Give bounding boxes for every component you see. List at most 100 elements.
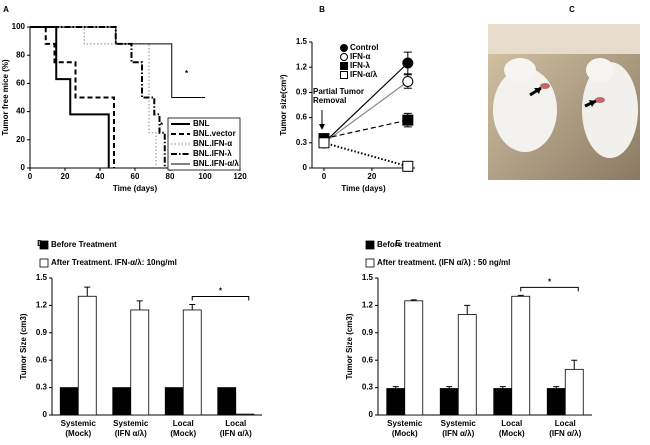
y-tick-label: 60	[16, 79, 25, 88]
significance-bracket	[520, 286, 579, 292]
y-tick-label: 1.5	[362, 273, 374, 282]
y-tick-label: 0.9	[362, 328, 374, 337]
error-bar	[84, 286, 91, 297]
bar	[564, 368, 584, 416]
error-bar	[392, 386, 399, 389]
bar	[77, 295, 97, 416]
bar	[511, 295, 531, 416]
bar	[457, 314, 477, 416]
significance: *	[160, 121, 164, 130]
survival-line	[30, 26, 166, 168]
y-tick-label: 0.3	[362, 383, 374, 392]
y-tick-label: 0	[43, 410, 48, 419]
y-tick-label: 0.3	[36, 383, 48, 392]
bar	[404, 300, 424, 416]
y-tick-label: 0	[21, 163, 26, 172]
legend-box	[167, 117, 241, 171]
panel-label: A	[3, 5, 9, 14]
legend-label: After treatment. (IFN α/λ) : 50 ng/ml	[377, 258, 510, 267]
error-bar	[464, 304, 471, 315]
legend-label: BNL.IFN-α/λ	[193, 159, 239, 168]
x-tick-label: 0	[322, 172, 327, 181]
y-tick-label: 1.2	[36, 301, 48, 310]
survival-line	[30, 26, 205, 98]
legend-label: After Treatment. IFN-α/λ: 10ng/ml	[51, 258, 177, 267]
y-tick-label: 0.9	[36, 328, 48, 337]
y-tick-label: 0.6	[36, 355, 48, 364]
legend-swatch	[365, 258, 375, 268]
x-tick-label: 100	[198, 172, 212, 181]
significance-bracket	[191, 295, 250, 301]
panel-label: B	[319, 5, 325, 14]
marker	[402, 114, 414, 126]
legend-marker	[340, 53, 348, 61]
y-tick-label: 1.2	[362, 301, 374, 310]
error-bar	[553, 386, 560, 389]
marker	[402, 75, 414, 87]
y-tick-label: 100	[12, 22, 26, 31]
marker	[318, 137, 330, 149]
legend-label: IFN-λ	[350, 61, 371, 70]
x-tick-label: Systemic (IFN α/λ)	[441, 419, 477, 438]
x-tick-label: Local (Mock)	[170, 419, 196, 438]
x-tick-label: Local (Mock)	[499, 419, 525, 438]
bar	[182, 309, 202, 416]
legend-marker	[340, 44, 348, 52]
legend-label: Before treatment	[377, 240, 441, 249]
x-axis-title: Time (days)	[113, 184, 158, 193]
x-tick-label: 40	[96, 172, 105, 181]
panel-label: C	[569, 5, 575, 14]
legend-swatch	[39, 240, 49, 250]
y-tick-label: 0	[303, 163, 308, 172]
legend-label: IFN-α/λ	[350, 70, 378, 79]
significance: *	[185, 69, 189, 78]
series-line	[323, 62, 409, 144]
y-tick-label: 80	[16, 50, 25, 59]
series-line	[323, 80, 409, 144]
y-tick-label: 0.9	[296, 88, 308, 97]
marker	[402, 57, 414, 69]
survival-line	[30, 26, 115, 168]
legend-swatch	[39, 258, 49, 268]
error-bar	[410, 299, 417, 301]
y-tick-label: 0.6	[296, 113, 308, 122]
y-axis-title: Tumor free mice (%)	[1, 59, 10, 136]
series-line	[323, 141, 409, 168]
legend-marker	[340, 62, 348, 70]
bar	[217, 387, 237, 416]
x-tick-label: 20	[61, 172, 70, 181]
legend-marker	[340, 71, 348, 79]
y-tick-label: 1.5	[36, 273, 48, 282]
error-bar	[517, 294, 524, 297]
x-tick-label: 0	[28, 172, 33, 181]
y-tick-label: 0	[369, 410, 374, 419]
legend-label: BNL	[193, 119, 210, 128]
error-bar	[571, 359, 578, 370]
y-axis-title: Tumor Size (cm3)	[19, 313, 28, 379]
x-tick-label: Systemic (Mock)	[61, 419, 97, 438]
photo	[488, 24, 640, 180]
arrow-head	[319, 124, 325, 130]
bar	[59, 387, 79, 416]
legend-label: BNL.IFN-λ	[193, 149, 232, 158]
x-tick-label: Local (IFN α/λ)	[220, 419, 252, 438]
y-tick-label: 40	[16, 107, 25, 116]
x-tick-label: 80	[166, 172, 175, 181]
annotation: Partial Tumor Removal	[313, 87, 364, 105]
y-tick-label: 0.6	[362, 355, 374, 364]
y-tick-label: 0.3	[296, 138, 308, 147]
error-bar	[136, 300, 143, 310]
x-tick-label: Systemic (Mock)	[387, 419, 423, 438]
bar	[112, 387, 132, 416]
y-tick-label: 1.5	[296, 37, 308, 46]
legend-swatch	[365, 240, 375, 250]
bar	[235, 413, 255, 416]
legend-label: Control	[350, 43, 378, 52]
error-bar	[499, 386, 506, 389]
y-axis-title: Tumor size(cm³)	[279, 74, 288, 136]
legend-label: IFN-α	[350, 52, 371, 61]
x-tick-label: 60	[131, 172, 140, 181]
y-tick-label: 20	[16, 135, 25, 144]
x-tick-label: 20	[367, 172, 376, 181]
